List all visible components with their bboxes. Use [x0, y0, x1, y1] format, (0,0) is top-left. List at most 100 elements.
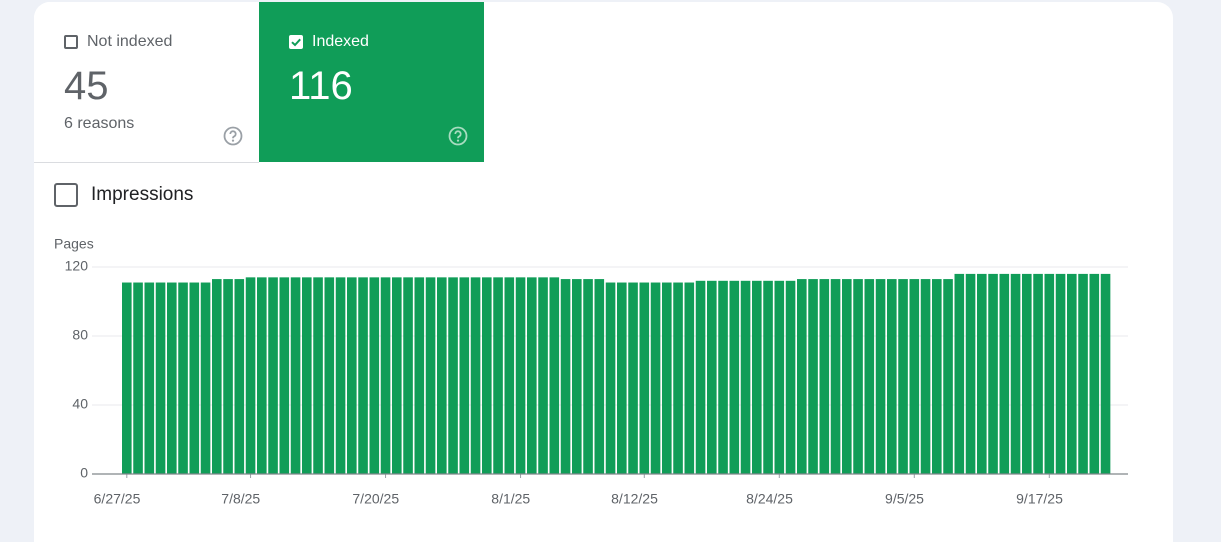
bar: [245, 277, 256, 474]
bar: [482, 277, 492, 474]
bar: [999, 273, 1010, 474]
bar: [650, 282, 661, 474]
bar: [639, 282, 650, 474]
tab-label: Indexed: [312, 33, 369, 50]
bar: [133, 282, 143, 474]
bar: [842, 279, 852, 474]
x-tick-label: 8/1/25: [491, 491, 530, 507]
bar: [380, 277, 391, 474]
bar: [1055, 273, 1066, 474]
tab-label: Not indexed: [87, 33, 173, 50]
bar: [403, 277, 413, 474]
bar: [920, 279, 931, 474]
bar: [718, 280, 728, 474]
bar: [234, 279, 245, 474]
bar: [155, 282, 166, 474]
bar: [1010, 273, 1021, 474]
bar: [347, 277, 357, 474]
bar: [302, 277, 312, 474]
bar: [144, 282, 155, 474]
bar: [617, 282, 627, 474]
bar: [459, 277, 470, 474]
bar: [695, 280, 706, 474]
bar: [988, 273, 998, 474]
bar: [122, 282, 132, 474]
bar: [167, 282, 177, 474]
bar: [1089, 273, 1100, 474]
bar: [448, 277, 458, 474]
impressions-toggle[interactable]: Impressions: [54, 183, 193, 207]
bar: [257, 277, 267, 474]
bar: [358, 277, 368, 474]
x-tick-label: 7/8/25: [221, 491, 260, 507]
bar: [583, 279, 593, 474]
impressions-label: Impressions: [91, 184, 194, 205]
bar: [763, 280, 773, 474]
bar: [1100, 273, 1111, 474]
card: Not indexed 45 6 reasons Indexed 116 Imp…: [34, 2, 1173, 542]
bar: [324, 277, 335, 474]
bar: [549, 277, 560, 474]
checkbox[interactable]: [54, 183, 78, 207]
bar: [684, 282, 695, 474]
tab-value: 45: [64, 64, 109, 108]
y-tick-label: 80: [72, 327, 88, 343]
bar: [560, 279, 571, 474]
bar: [414, 277, 425, 474]
checkbox[interactable]: [289, 35, 303, 49]
bar: [830, 279, 841, 474]
bar: [212, 279, 222, 474]
bar: [504, 277, 515, 474]
bar: [774, 280, 785, 474]
bar: [954, 273, 965, 474]
bar: [909, 279, 920, 474]
bar: [1044, 273, 1055, 474]
bar: [1067, 273, 1077, 474]
bar: [673, 282, 683, 474]
x-tick-label: 6/27/25: [94, 491, 141, 507]
bar: [223, 279, 233, 474]
x-tick-label: 9/17/25: [1016, 491, 1063, 507]
bar: [605, 282, 616, 474]
bar: [392, 277, 402, 474]
y-axis-label: Pages: [54, 236, 94, 252]
bar: [493, 277, 503, 474]
bar: [425, 277, 436, 474]
bar: [527, 277, 537, 474]
bar: [785, 280, 796, 474]
bar: [313, 277, 323, 474]
y-tick-label: 0: [80, 465, 88, 481]
bar: [279, 277, 290, 474]
bar: [797, 279, 807, 474]
x-tick-label: 7/20/25: [352, 491, 399, 507]
bar: [628, 282, 638, 474]
x-tick-label: 8/24/25: [746, 491, 793, 507]
bar: [369, 277, 380, 474]
x-tick-label: 9/5/25: [885, 491, 924, 507]
bar: [977, 273, 987, 474]
tab-detail: 6 reasons: [64, 115, 135, 132]
help-icon[interactable]: [223, 126, 243, 146]
tab-not-indexed[interactable]: Not indexed 45 6 reasons: [34, 2, 259, 163]
bar: [290, 277, 301, 474]
tab-indexed[interactable]: Indexed 116: [259, 2, 484, 162]
bar: [864, 279, 875, 474]
help-icon[interactable]: [448, 126, 468, 146]
bar: [932, 279, 942, 474]
bar: [853, 279, 863, 474]
bar: [335, 277, 346, 474]
bar: [178, 282, 188, 474]
bar: [729, 280, 740, 474]
bar: [594, 279, 605, 474]
bar: [707, 280, 717, 474]
bar: [200, 282, 211, 474]
x-tick-label: 8/12/25: [611, 491, 658, 507]
bar: [437, 277, 447, 474]
bar: [752, 280, 762, 474]
checkbox[interactable]: [64, 35, 78, 49]
bar: [965, 273, 976, 474]
bar: [538, 277, 548, 474]
bar: [943, 279, 953, 474]
bar: [808, 279, 818, 474]
bar: [1022, 273, 1032, 474]
